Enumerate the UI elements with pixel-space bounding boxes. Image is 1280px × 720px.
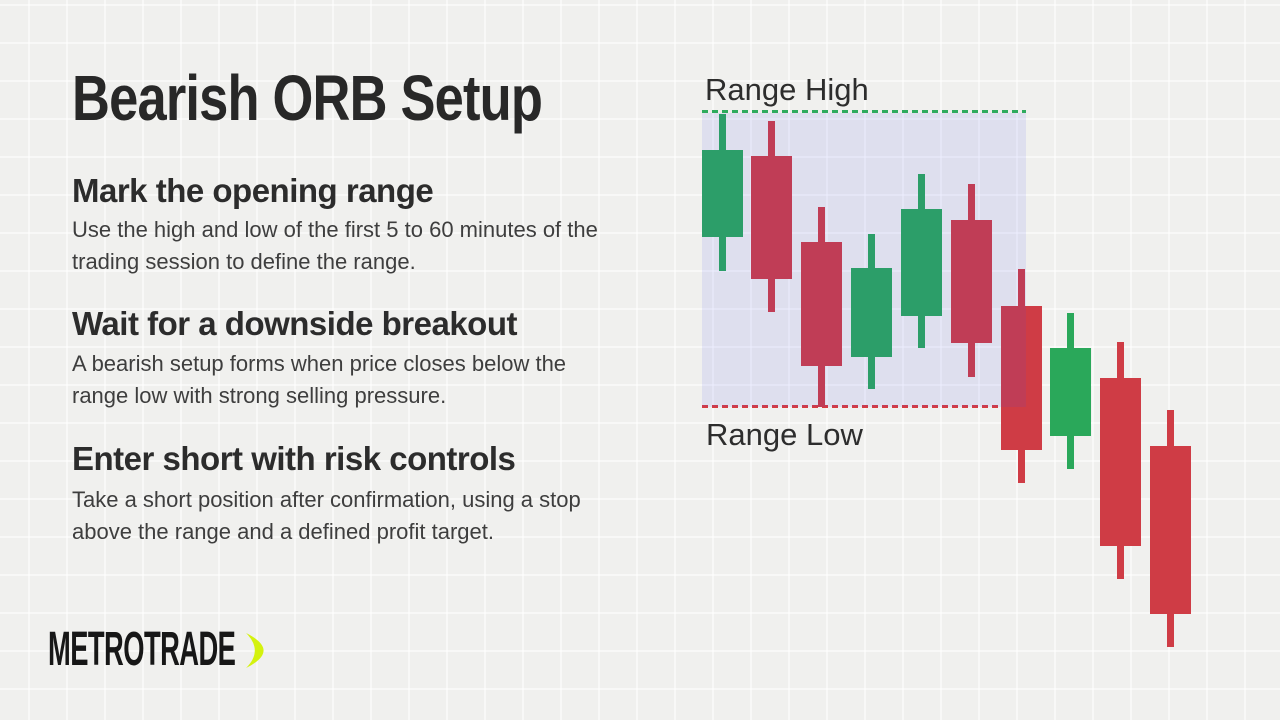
candle-body-down [950, 220, 992, 343]
section-body-mark-range: Use the high and low of the first 5 to 6… [72, 217, 598, 274]
section-heading-breakout: Wait for a downside breakout [72, 305, 518, 342]
section-heading-mark-range: Mark the opening range [72, 172, 434, 209]
candle-body-up [850, 268, 892, 357]
brand-chevron-icon [246, 633, 264, 668]
candle-body-down [1149, 446, 1191, 614]
candle-body-up [701, 150, 743, 237]
range-high-line [702, 110, 1026, 113]
candle-body-down [800, 242, 842, 366]
range-low-line [702, 405, 1026, 408]
range-low-label: Range Low [706, 417, 863, 452]
candle-body-down [750, 156, 792, 279]
candle-body-up [1049, 348, 1091, 436]
candle-body-down [1099, 378, 1141, 546]
section-heading-enter-short: Enter short with risk controls [72, 440, 516, 477]
page-title: Bearish ORB Setup [72, 62, 543, 134]
brand-name: METROTRADE [48, 623, 236, 676]
candle-body-down [1000, 306, 1042, 450]
section-body-breakout: A bearish setup forms when price closes … [72, 351, 567, 408]
candle-body-up [900, 209, 942, 316]
brand-logo: METROTRADE [48, 626, 377, 674]
section-body-enter-short: Take a short position after confirmation… [72, 487, 581, 544]
range-high-label: Range High [705, 72, 869, 107]
